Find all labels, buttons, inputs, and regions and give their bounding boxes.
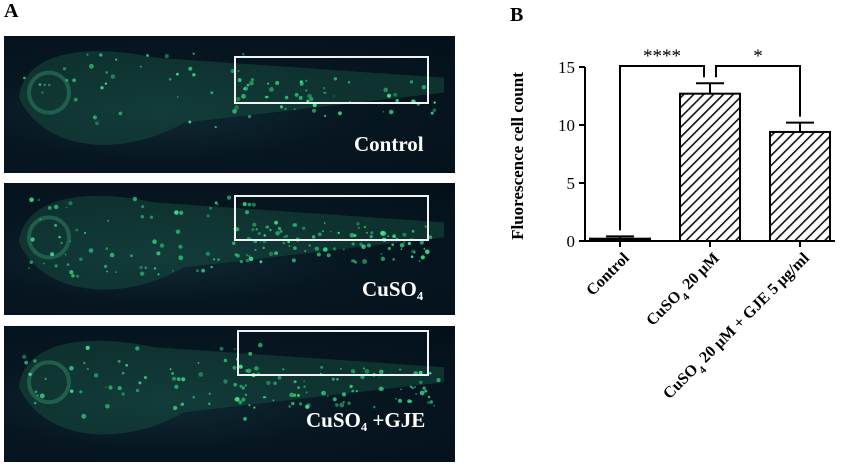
micrograph-caption: CuSO₄ +GJE — [306, 408, 426, 432]
micrograph-cuso4-gje: CuSO₄ +GJE — [4, 326, 455, 462]
y-tick-label: 15 — [558, 58, 575, 77]
panel-b-label: B — [510, 4, 524, 26]
roi-box — [237, 330, 429, 376]
micrograph-caption: CuSO₄ — [362, 277, 424, 301]
fluorescence-dots — [4, 36, 455, 173]
micrograph-cuso4: CuSO₄ — [4, 183, 455, 315]
x-tick-label: CuSO4 20 μM + GJE 5 μg/ml — [660, 249, 817, 406]
y-axis-label: Fluorescence cell count — [508, 72, 527, 240]
roi-box — [234, 56, 429, 104]
roi-box — [234, 195, 429, 241]
micrograph-control: Control — [4, 36, 455, 173]
fluorescence-dots — [4, 183, 455, 315]
panel-a-label: A — [4, 0, 19, 22]
bar — [769, 130, 831, 243]
significance-label: **** — [643, 46, 681, 67]
y-tick-label: 0 — [567, 232, 576, 251]
bar — [679, 92, 741, 243]
y-tick-label: 10 — [558, 116, 575, 135]
micrograph-caption: Control — [354, 132, 424, 156]
y-tick-label: 5 — [567, 174, 576, 193]
significance-label: * — [753, 46, 763, 67]
x-tick-label: Control — [583, 249, 633, 299]
bar — [589, 237, 651, 242]
significance-bracket — [619, 65, 705, 231]
significance-bracket — [715, 65, 801, 117]
x-tick-label: CuSO4 20 μM — [643, 250, 726, 333]
